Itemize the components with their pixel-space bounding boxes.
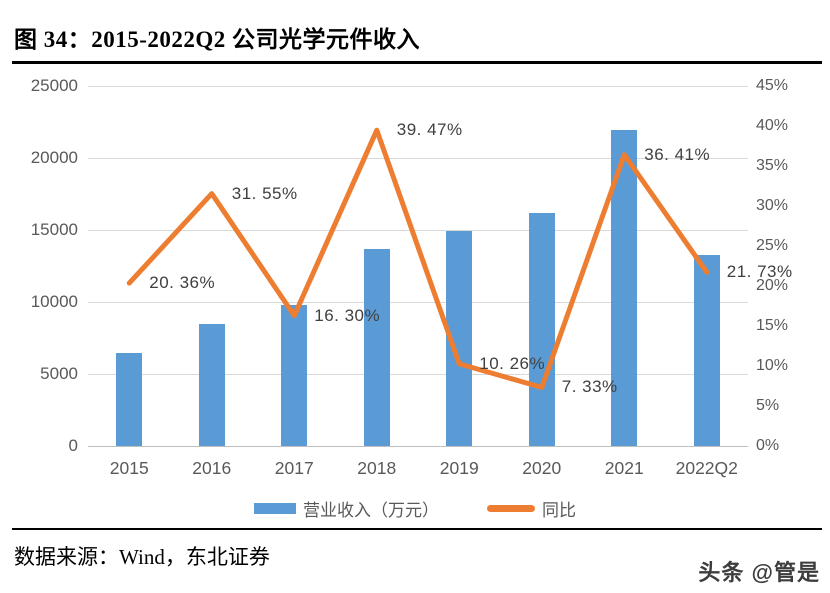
line-data-label: 39. 47% (396, 120, 463, 140)
x-axis-label: 2015 (109, 458, 149, 478)
right-axis-tick-label: 45% (756, 77, 789, 94)
right-axis-tick-label: 35% (756, 157, 789, 174)
right-axis-tick-label: 0% (756, 437, 780, 454)
x-axis-label: 2021 (604, 458, 644, 478)
x-axis-label: 2022Q2 (675, 458, 738, 478)
title-divider (12, 61, 822, 64)
left-axis-tick-label: 20000 (30, 148, 78, 167)
legend-line-swatch (487, 504, 535, 512)
x-axis-label: 2020 (522, 458, 562, 478)
gridline (88, 86, 748, 87)
right-axis-tick-label: 15% (756, 317, 789, 334)
revenue-combo-chart: 0 5000 10000 15000 20000 25000 0% 5% 10% 15% 20% 25… (0, 70, 830, 500)
figure-title: 图 34：2015-2022Q2 公司光学元件收入 (14, 27, 421, 52)
line-data-label: 36. 41% (644, 144, 711, 164)
gridline (88, 374, 748, 375)
source-note: 数据来源：Wind，东北证券 (14, 545, 270, 569)
legend-item-revenue: 营业收入（万元） (254, 496, 439, 521)
line-data-label: 31. 55% (231, 183, 298, 203)
left-axis-tick-label: 5000 (40, 364, 78, 383)
gridline (88, 302, 748, 303)
left-axis-tick-label: 0 (68, 436, 78, 455)
revenue-bar-2015 (116, 353, 143, 446)
line-data-label: 16. 30% (314, 305, 381, 325)
revenue-bar-2016 (198, 324, 225, 446)
right-axis-tick-label: 40% (756, 117, 789, 134)
line-data-label: 10. 26% (479, 353, 546, 373)
left-axis-tick-label: 15000 (30, 220, 78, 239)
revenue-bar-2018 (363, 249, 390, 446)
footer-divider (12, 528, 822, 530)
watermark: 头条 @管是 (698, 560, 820, 585)
legend-bar-swatch (254, 502, 296, 514)
right-axis-tick-label: 20% (756, 277, 789, 294)
left-axis-tick-label: 25000 (30, 76, 78, 95)
revenue-bar-2021 (611, 129, 638, 446)
line-data-label: 20. 36% (149, 273, 216, 293)
right-axis-tick-label: 25% (756, 237, 789, 254)
revenue-bar-2019 (446, 231, 473, 446)
right-axis-tick-label: 5% (756, 397, 780, 414)
legend-bar-label: 营业收入（万元） (303, 500, 439, 520)
revenue-bar-2017 (281, 304, 308, 446)
x-axis-label: 2017 (274, 458, 314, 478)
chart-legend: 营业收入（万元） 同比 (0, 495, 830, 521)
legend-item-yoy: 同比 (487, 496, 576, 521)
x-axis-label: 2016 (192, 458, 232, 478)
x-axis-line (88, 446, 748, 447)
line-data-label: 21. 73% (726, 262, 793, 282)
right-axis-tick-label: 30% (756, 197, 789, 214)
legend-line-label: 同比 (542, 500, 576, 520)
line-data-label: 7. 33% (561, 377, 618, 397)
gridline (88, 230, 748, 231)
x-axis-label: 2018 (357, 458, 397, 478)
x-axis-label: 2019 (439, 458, 479, 478)
revenue-bar-2020 (528, 213, 555, 446)
right-axis-tick-label: 10% (756, 357, 789, 374)
left-axis-tick-label: 10000 (30, 292, 78, 311)
revenue-bar-2022Q2 (693, 255, 720, 446)
